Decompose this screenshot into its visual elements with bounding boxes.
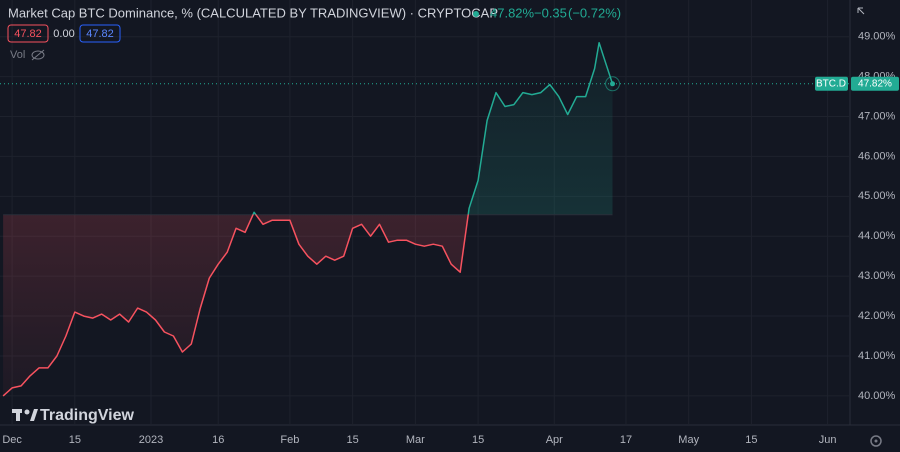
x-tick-label: Mar <box>406 434 425 446</box>
legend-value: 47.82 <box>14 28 42 40</box>
symbol-label: BTC.D <box>816 78 846 89</box>
x-tick-label: 17 <box>620 434 632 446</box>
brand-logo <box>12 409 38 421</box>
x-tick-label: May <box>678 434 699 446</box>
settings-icon[interactable] <box>870 435 882 447</box>
price-label: 47.82% <box>858 78 892 89</box>
x-tick-label: Jun <box>819 434 837 446</box>
y-tick-label: 41.00% <box>858 350 896 362</box>
x-tick-label: Apr <box>546 434 563 446</box>
y-tick-label: 47.00% <box>858 110 896 122</box>
x-tick-label: Feb <box>280 434 299 446</box>
legend-box <box>7 24 49 43</box>
x-tick-label: Dec <box>2 434 22 446</box>
last-point-halo <box>605 76 621 92</box>
status-dot <box>473 11 479 17</box>
area <box>3 42 613 396</box>
x-tick-label: 15 <box>745 434 757 446</box>
y-tick-label: 46.00% <box>858 150 896 162</box>
y-tick-label: 40.00% <box>858 390 896 402</box>
x-tick-label: 15 <box>347 434 359 446</box>
x-tick-label: 2023 <box>139 434 163 446</box>
change: −0.35 <box>534 5 567 20</box>
legend-value: 47.82 <box>86 28 114 40</box>
y-tick-label: 49.00% <box>858 31 896 43</box>
brand: TradingView <box>40 407 135 424</box>
volume-label: Vol <box>10 49 25 61</box>
line <box>2 41 614 397</box>
last-value: 47.82% <box>490 5 535 20</box>
scale-icon[interactable] <box>857 7 865 15</box>
legend-box <box>79 24 121 43</box>
y-tick-label: 45.00% <box>858 190 896 202</box>
y-tick-label: 43.00% <box>858 270 896 282</box>
hide-icon[interactable] <box>31 49 45 61</box>
x-tick-label: 16 <box>212 434 224 446</box>
symbol-tag <box>815 76 848 91</box>
y-tick-label: 44.00% <box>858 230 896 242</box>
change-pct: (−0.72%) <box>568 5 621 20</box>
price-tag <box>851 76 899 91</box>
last-point <box>610 81 616 87</box>
x-tick-label: 15 <box>69 434 81 446</box>
legend-value: 0.00 <box>53 28 74 40</box>
x-tick-label: 15 <box>472 434 484 446</box>
y-tick-label: 42.00% <box>858 310 896 322</box>
chart-title: Market Cap BTC Dominance, % (CALCULATED … <box>8 5 498 20</box>
